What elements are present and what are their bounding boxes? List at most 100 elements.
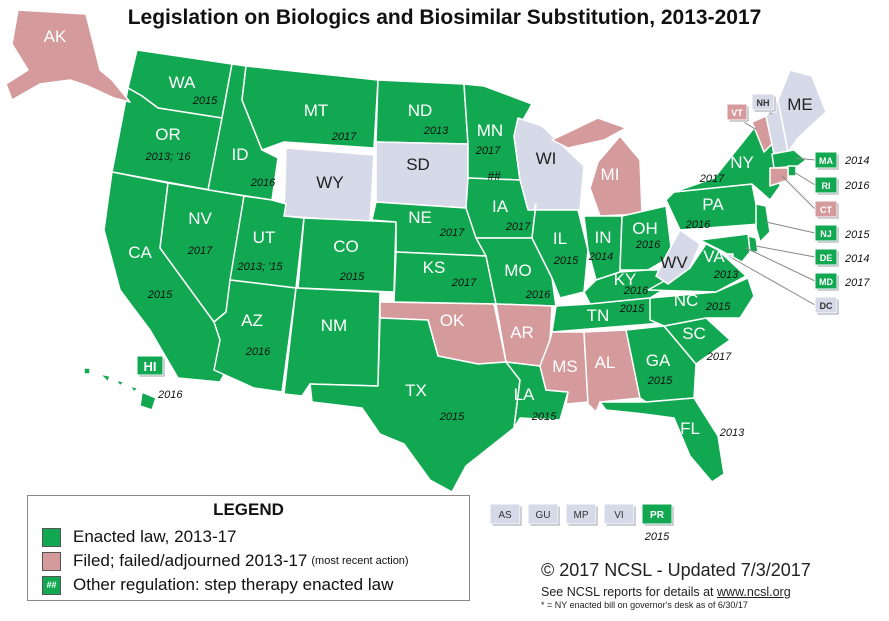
- state-year-or: 2013; '16: [145, 151, 192, 163]
- callout-label-dc: DC: [820, 301, 833, 311]
- callout-year-nj: 2015: [844, 229, 870, 241]
- callout-label-ma: MA: [819, 156, 833, 166]
- state-year-mn: 2017: [475, 145, 501, 157]
- legend-note-filed: (most recent action): [311, 555, 409, 567]
- state-label-sc: SC: [682, 324, 706, 343]
- legend-swatch-filed: [42, 551, 61, 571]
- territory-label-gu: GU: [536, 510, 551, 521]
- callout-box-md: [814, 272, 838, 290]
- territory-pr: [641, 503, 673, 525]
- state-year-ky: 2016: [623, 285, 649, 297]
- state-year-ne: 2017: [439, 227, 465, 239]
- state-label-il: IL: [553, 229, 567, 248]
- state-label-oh: OH: [632, 219, 658, 238]
- state-year-ca: 2015: [147, 289, 173, 301]
- details-text: See NCSL reports for details at www.ncsl…: [541, 585, 811, 599]
- territory-year-pr: 2015: [644, 531, 670, 543]
- state-label-tx: TX: [405, 381, 427, 400]
- state-label-la: LA: [514, 385, 535, 404]
- callout-box-dc: [814, 296, 838, 314]
- legend-label-filed: Filed; failed/adjourned 2013-17: [73, 551, 308, 570]
- territory-vi: [603, 503, 635, 525]
- state-label-nv: NV: [188, 209, 212, 228]
- callout-box-nh: [751, 93, 775, 111]
- state-year-sc: 2017: [706, 351, 732, 363]
- callout-year-md: 2017: [844, 277, 870, 289]
- state-year-ga: 2015: [647, 375, 673, 387]
- state-label-ny: NY: [730, 153, 754, 172]
- legend-swatch-other: ##: [42, 575, 61, 595]
- state-label-nd: ND: [408, 101, 433, 120]
- state-nc: [649, 277, 755, 327]
- state-label-mn: MN: [477, 121, 503, 140]
- state-year-nd: 2013: [423, 125, 449, 137]
- legend-label-enacted: Enacted law, 2013-17: [73, 527, 237, 546]
- callout-label-vt: VT: [731, 108, 743, 118]
- state-year-az: 2016: [245, 346, 271, 358]
- callout-box-ma: [814, 151, 838, 169]
- state-label-or: OR: [155, 125, 181, 144]
- state-extra-mn: ##: [487, 169, 501, 183]
- state-il: [531, 203, 589, 299]
- state-hi: [83, 367, 157, 411]
- state-label-ga: GA: [646, 351, 671, 370]
- state-label-nc: NC: [674, 291, 699, 310]
- legend-swatch-enacted: [42, 527, 61, 547]
- state-label-in: IN: [595, 228, 612, 247]
- state-sd: [375, 141, 469, 209]
- callout-label-hi: HI: [144, 359, 157, 374]
- callout-year-ma: 2014: [844, 155, 869, 167]
- callout-label-nj: NJ: [820, 229, 832, 239]
- legend-row-filed: Filed; failed/adjourned 2013-17 (most re…: [42, 550, 409, 572]
- state-year-co: 2015: [339, 271, 365, 283]
- state-fl: [599, 397, 725, 483]
- state-label-va: VA: [703, 247, 725, 266]
- state-year-tx: 2015: [439, 411, 465, 423]
- state-label-az: AZ: [241, 311, 263, 330]
- ncsl-link[interactable]: www.ncsl.org: [717, 585, 791, 599]
- state-label-ia: IA: [492, 197, 509, 216]
- state-label-pa: PA: [702, 195, 724, 214]
- callout-year-ri: 2016: [844, 180, 870, 192]
- callout-box-vt: [726, 103, 748, 121]
- state-year-tn: 2015: [619, 303, 645, 315]
- state-label-ca: CA: [128, 243, 152, 262]
- state-label-co: CO: [333, 237, 359, 256]
- state-year-ks: 2017: [451, 277, 477, 289]
- state-year-la: 2015: [531, 411, 557, 423]
- callout-year-hi: 2016: [157, 389, 183, 401]
- state-year-wa: 2015: [192, 95, 218, 107]
- state-label-ks: KS: [423, 258, 446, 277]
- territory-label-mp: MP: [574, 510, 589, 521]
- territory-mp: [565, 503, 597, 525]
- state-label-ky: KY: [614, 270, 637, 289]
- callout-label-nh: NH: [757, 98, 770, 108]
- state-nm: [283, 287, 381, 397]
- state-label-ok: OK: [440, 311, 465, 330]
- state-ak: [5, 9, 131, 103]
- state-ct: [769, 167, 789, 187]
- state-year-mt: 2017: [331, 131, 357, 143]
- territory-as: [489, 503, 521, 525]
- state-label-mo: MO: [504, 261, 531, 280]
- state-year-oh: 2016: [635, 239, 661, 251]
- state-year-ia: 2017: [505, 221, 531, 233]
- state-year-va: 2013: [713, 269, 739, 281]
- callout-year-de: 2014: [844, 253, 869, 265]
- state-md: [699, 233, 751, 263]
- state-label-nm: NM: [321, 316, 347, 335]
- callout-box-ri: [814, 176, 838, 194]
- state-year-il: 2015: [553, 255, 579, 267]
- state-ri: [787, 165, 797, 177]
- state-label-ar: AR: [510, 323, 534, 342]
- state-year-ny: 2017: [699, 173, 725, 185]
- callout-label-md: MD: [819, 277, 833, 287]
- state-label-id: ID: [232, 145, 249, 164]
- state-label-wa: WA: [169, 73, 196, 92]
- callout-box-de: [814, 248, 838, 266]
- state-year-ut: 2013; '15: [237, 261, 284, 273]
- ny-note: * = NY enacted bill on governor's desk a…: [541, 600, 748, 610]
- state-label-wi: WI: [536, 149, 557, 168]
- state-label-me: ME: [787, 95, 813, 114]
